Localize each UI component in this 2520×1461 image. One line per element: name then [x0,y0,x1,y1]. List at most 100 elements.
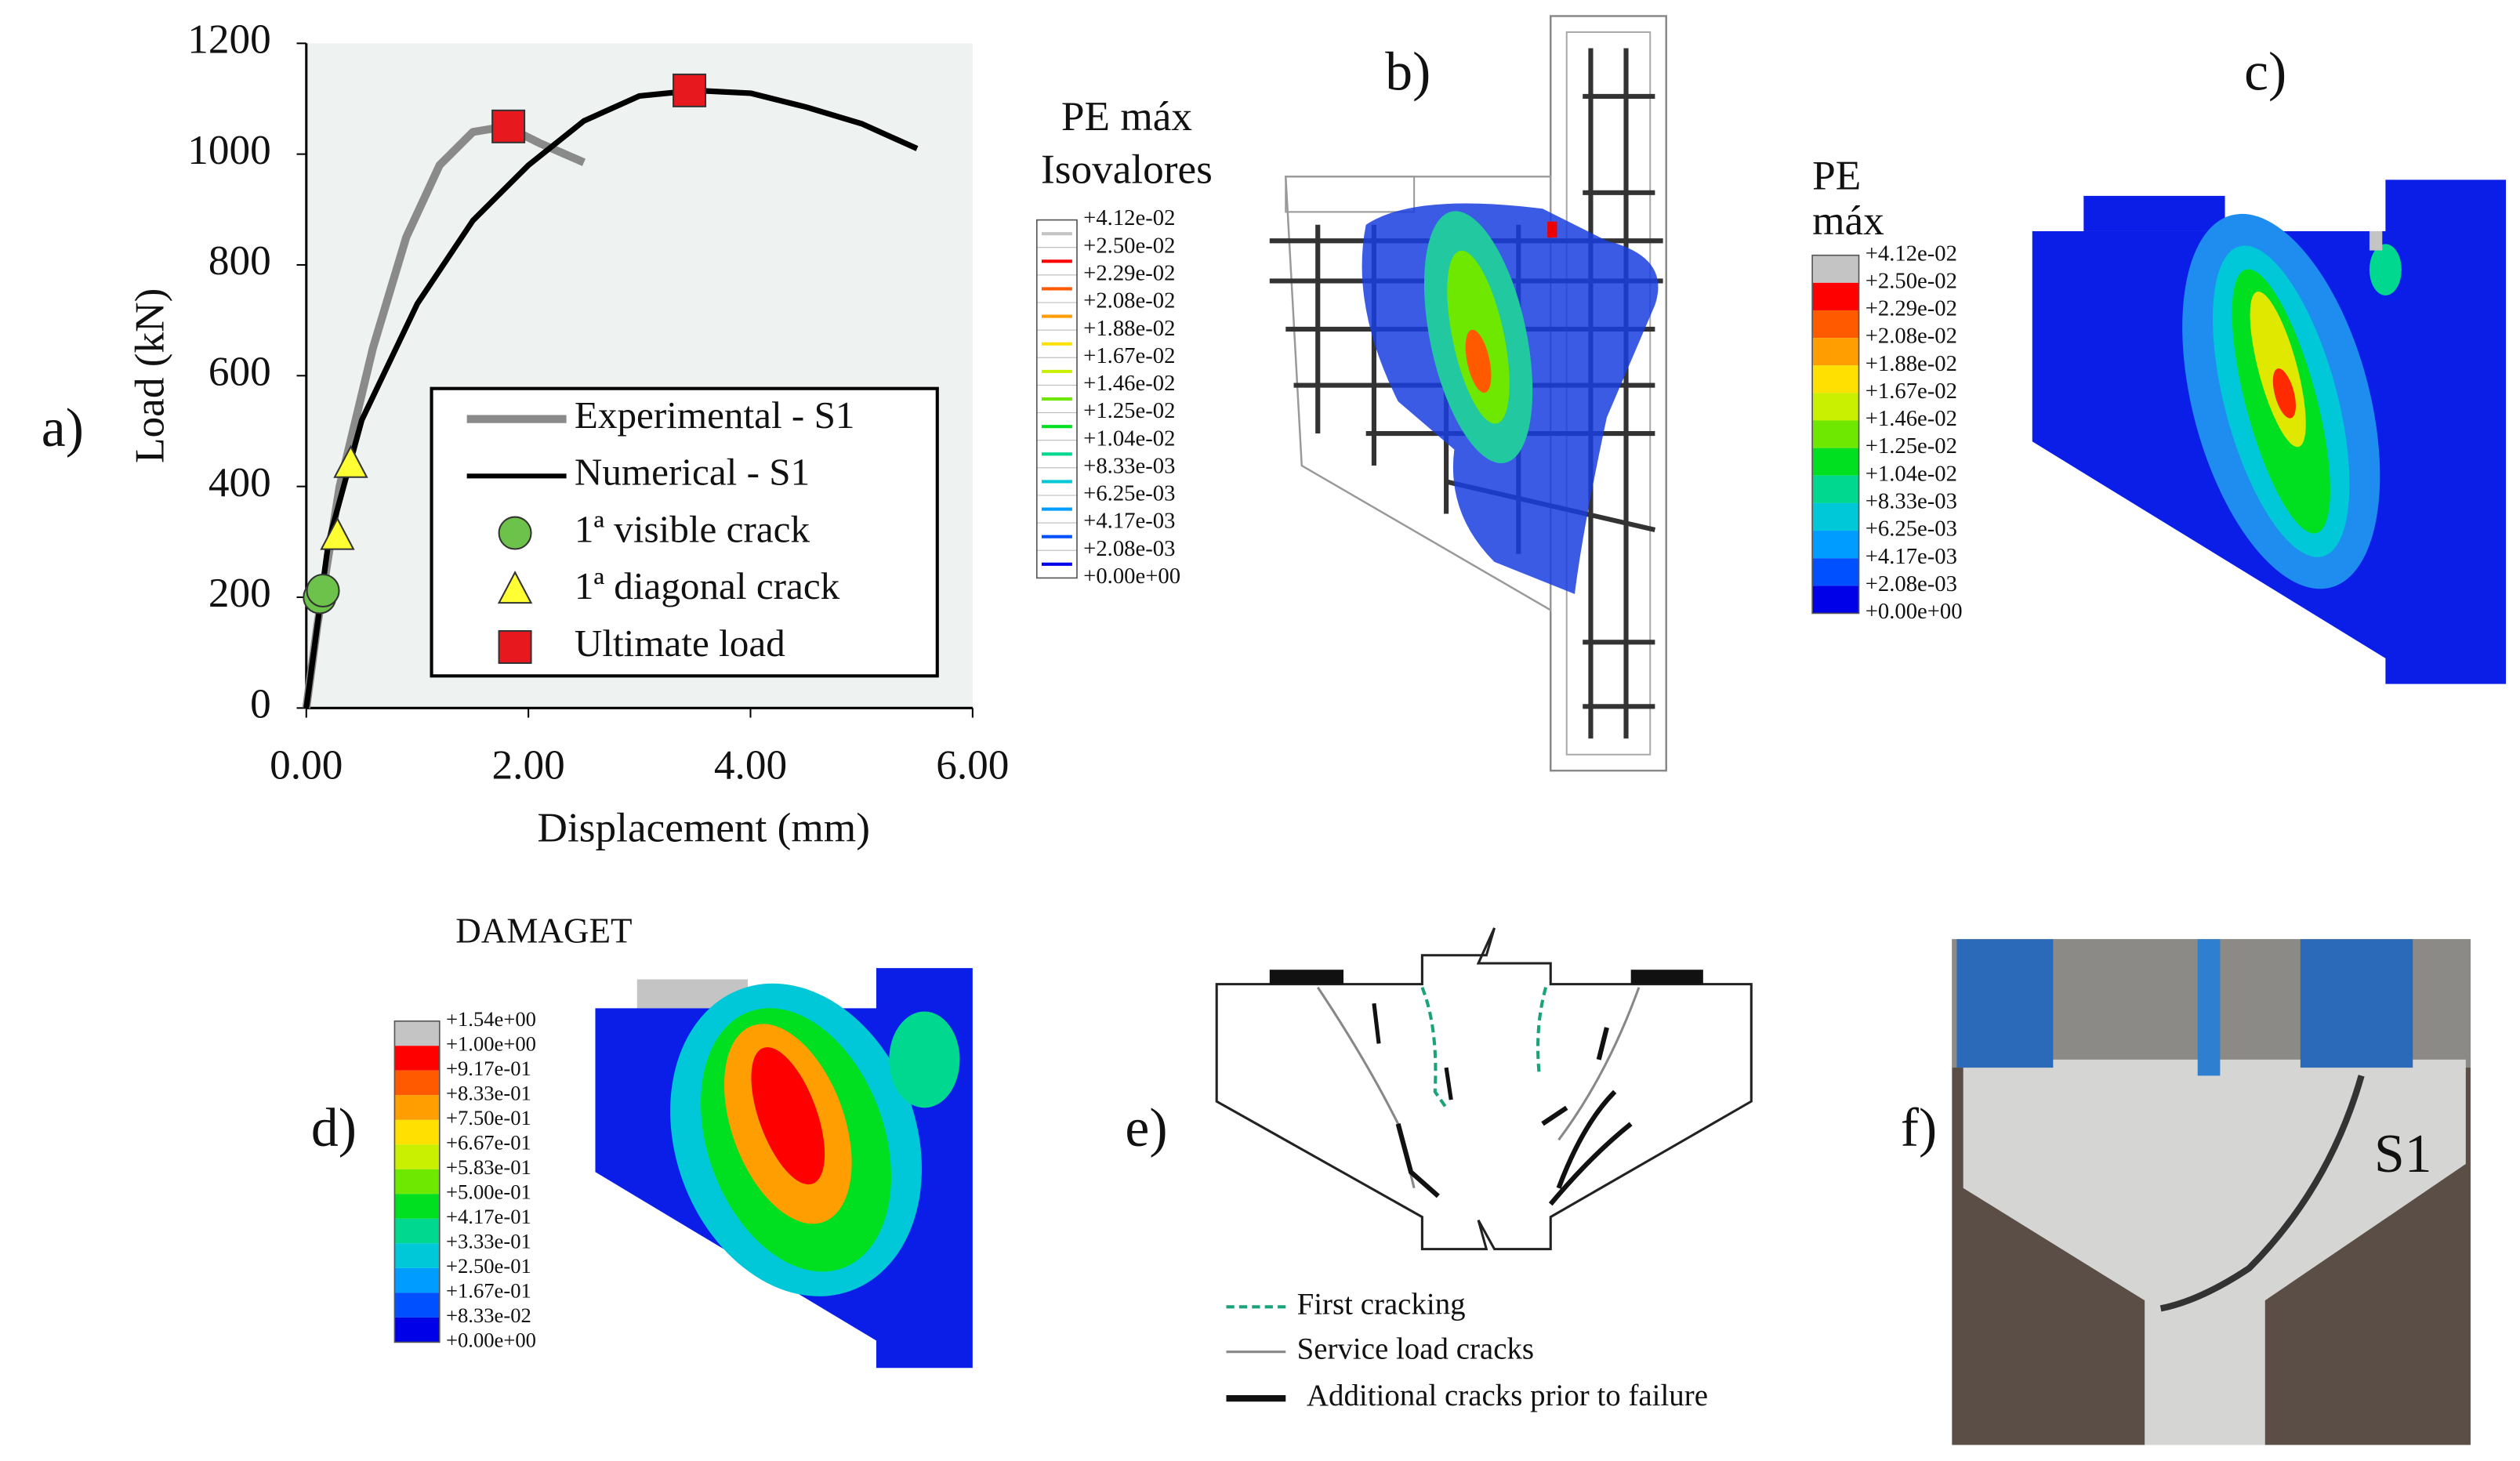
marker [333,444,368,478]
marker [497,571,533,604]
marker [320,517,355,550]
colorbar-label: +2.29e-02 [1083,260,1175,285]
colorbar-label: +0.00e+00 [1083,564,1180,589]
colorbar-band [394,1218,440,1244]
colorbar-label: +4.12e-02 [1866,241,1957,266]
marker [498,516,532,550]
colorbar-band [394,1243,440,1268]
legend-label: 1ª diagonal crack [575,564,840,607]
y-tick-label: 800 [208,237,271,284]
colorbar-frame [1811,254,1860,614]
colorbar-band [1812,255,1859,283]
colorbar-label: +3.33e-01 [446,1229,531,1253]
marker [498,629,532,664]
colorbar-band [1812,420,1859,448]
colorbar-band [1812,585,1859,614]
colorbar-frame [1035,219,1078,579]
colorbar-band [394,1119,440,1145]
colorbar-label: +2.08e-02 [1083,288,1175,314]
x-tick-label: 4.00 [714,741,787,788]
panel-c-contour [2032,179,2507,684]
panel-label: d) [311,1098,357,1158]
y-tick-label: 600 [208,349,271,395]
panel-label: b) [1385,42,1430,102]
panel-d-contour [595,968,973,1369]
colorbar-label: +6.67e-01 [446,1130,531,1154]
colorbar-label: +2.08e-03 [1866,571,1957,596]
colorbar-band [1812,282,1859,310]
colorbar-label: +1.04e-02 [1866,461,1957,486]
colorbar-band [1812,531,1859,559]
colorbar-label: +4.12e-02 [1083,205,1175,230]
y-tick-label: 400 [208,459,271,506]
colorbar-label: +7.50e-01 [446,1106,531,1129]
colorbar-label: +2.08e-02 [1866,324,1957,349]
colorbar-band [394,1317,440,1343]
colorbar-label: +4.17e-01 [446,1205,531,1228]
colorbar-label: +0.00e+00 [446,1329,536,1352]
colorbar-label: +6.25e-03 [1083,481,1175,506]
legend-label: Service load cracks [1297,1332,1534,1366]
legend-label: Experimental - S1 [575,393,855,437]
colorbar-label: +1.88e-02 [1866,351,1957,376]
colorbar-title: PE máx [1061,93,1192,140]
colorbar-band [1812,365,1859,393]
colorbar-band [1812,558,1859,586]
colorbar-label: +2.50e-02 [1083,233,1175,258]
colorbar-band [394,1194,440,1219]
colorbar-label: +1.25e-02 [1083,398,1175,423]
y-tick-label: 0 [250,681,271,727]
colorbar-label: +5.00e-01 [446,1180,531,1203]
colorbar-label: +5.83e-01 [446,1155,531,1179]
colorbar-label: +1.46e-02 [1866,406,1957,431]
colorbar-label: +8.33e-01 [446,1081,531,1104]
colorbar-band [394,1169,440,1195]
panel-label: f) [1901,1098,1937,1158]
colorbar-label: +1.67e-02 [1083,343,1175,368]
colorbar-label: +4.17e-03 [1866,544,1957,569]
legend-label: 1ª visible crack [575,507,810,550]
panel-label: c) [2244,42,2286,102]
x-axis-label: Displacement (mm) [538,804,870,850]
colorbar-band [394,1267,440,1293]
colorbar-title: máx [1812,198,1884,244]
colorbar-label: +1.25e-02 [1866,433,1957,459]
colorbar-label: +2.29e-02 [1866,296,1957,321]
colorbar-label: +2.50e-02 [1866,268,1957,293]
colorbar-label: +1.54e+00 [446,1007,536,1031]
colorbar-band [1812,475,1859,503]
colorbar-label: +1.04e-02 [1083,426,1175,451]
legend-label: Ultimate load [575,622,785,665]
y-tick-label: 1000 [187,127,271,173]
colorbar-label: +1.88e-02 [1083,316,1175,341]
panel-label: e) [1125,1098,1167,1158]
colorbar-label: +6.25e-03 [1866,517,1957,542]
legend-label: Numerical - S1 [575,451,810,494]
colorbar-title: DAMAGET [455,911,632,950]
colorbar-label: +9.17e-01 [446,1057,531,1080]
marker [306,573,340,608]
legend-label: Additional cracks prior to failure [1307,1379,1708,1412]
colorbar-label: +1.67e-01 [446,1279,531,1303]
panel-e-crack-map [1215,927,1753,1402]
colorbar-band [394,1292,440,1318]
colorbar-band [1812,448,1859,476]
series-line [303,87,919,709]
panel-b-model [1269,15,1667,772]
colorbar-band [394,1021,440,1046]
legend-label: First cracking [1297,1287,1466,1321]
colorbar-band [394,1095,440,1120]
colorbar-band [1812,393,1859,421]
colorbar-label: +1.67e-02 [1866,379,1957,404]
colorbar-band [394,1144,440,1169]
colorbar-band [394,1070,440,1096]
colorbar-label: +0.00e+00 [1866,599,1963,624]
marker [491,109,526,143]
colorbar-label: +8.33e-02 [446,1303,531,1327]
colorbar-band [1812,338,1859,366]
panel-f-photo [1952,939,2471,1445]
photo-label: S1 [2374,1124,2432,1184]
x-tick-label: 6.00 [936,741,1009,788]
colorbar-label: +8.33e-03 [1866,489,1957,514]
